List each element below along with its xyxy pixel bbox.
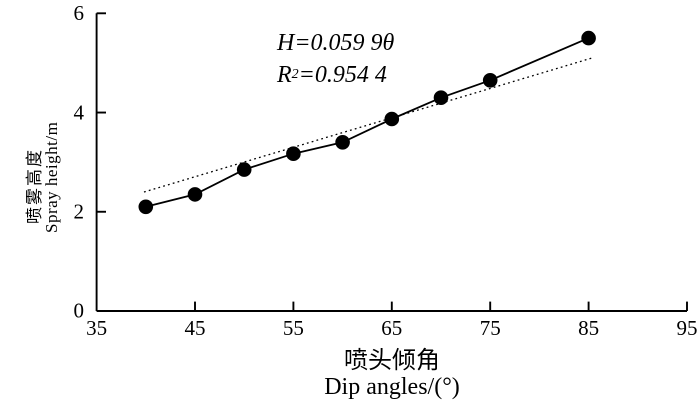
svg-text:6: 6 [74, 1, 85, 25]
svg-text:45: 45 [185, 316, 206, 340]
svg-text:4: 4 [74, 101, 85, 125]
svg-text:75: 75 [480, 316, 501, 340]
svg-text:95: 95 [677, 316, 698, 340]
svg-text:Dip angles/(°): Dip angles/(°) [324, 374, 460, 400]
svg-text:85: 85 [578, 316, 599, 340]
svg-text:H=0.059 9θ: H=0.059 9θ [276, 30, 395, 56]
svg-text:55: 55 [283, 316, 304, 340]
svg-text:35: 35 [86, 316, 107, 340]
svg-text:R2=0.954 4: R2=0.954 4 [276, 62, 387, 88]
svg-text:0: 0 [74, 299, 85, 323]
svg-text:65: 65 [381, 316, 402, 340]
svg-text:2: 2 [74, 200, 85, 224]
svg-text:喷头倾角: 喷头倾角 [344, 347, 440, 374]
